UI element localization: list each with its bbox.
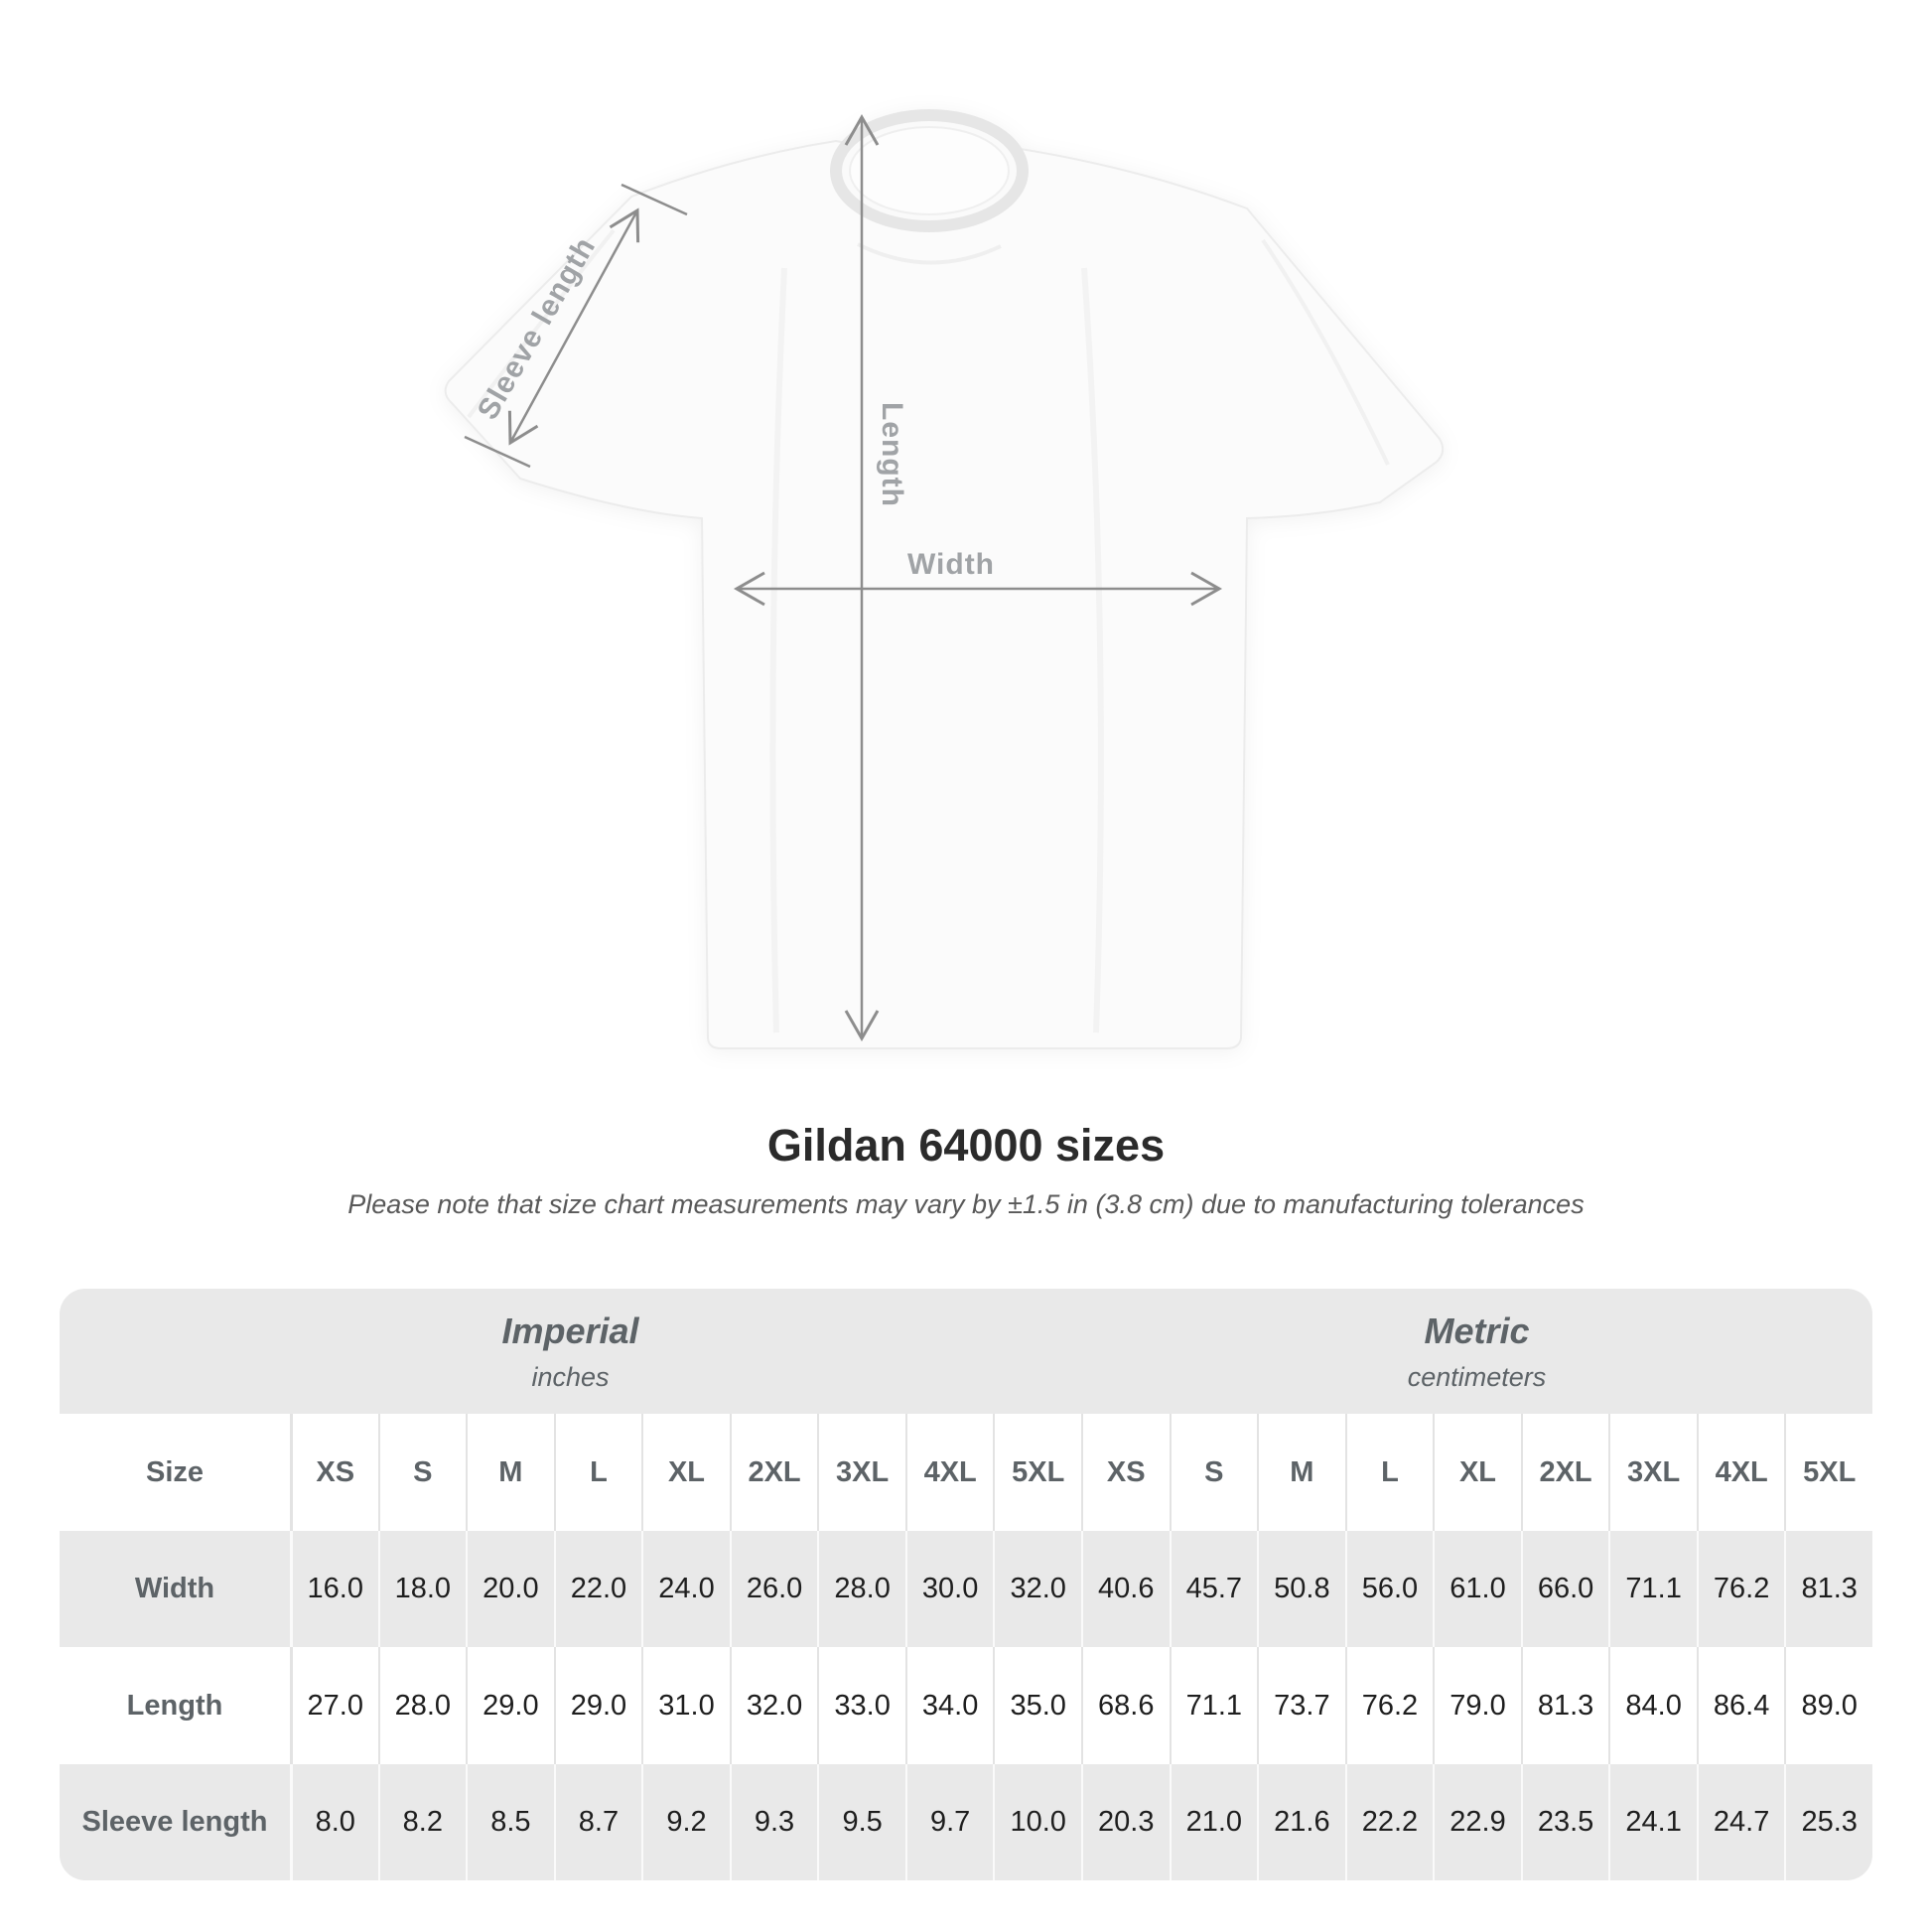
value-cell: 76.2 [1696,1531,1785,1647]
value-cell: 8.5 [466,1764,554,1880]
heading-block: Gildan 64000 sizes Please note that size… [0,1120,1932,1220]
value-cell: 27.0 [290,1647,378,1764]
value-cell: 8.7 [553,1764,642,1880]
sleeve-crease-right [1261,238,1390,466]
table-row-length: Length 27.0 28.0 29.0 29.0 31.0 32.0 33.… [60,1647,1872,1764]
size-header-cell: 3XL [817,1414,905,1531]
value-cell: 66.0 [1520,1531,1609,1647]
size-header-cell: S [377,1414,467,1531]
size-header-cell: 3XL [1608,1414,1697,1531]
value-cell: 45.7 [1169,1531,1258,1647]
value-cell: 33.0 [817,1647,905,1764]
value-cell: 76.2 [1344,1647,1434,1764]
size-header-cell: S [1169,1414,1258,1531]
size-header-cell: L [1344,1414,1434,1531]
size-table: Imperial inches Metric centimeters Size … [60,1289,1872,1880]
value-cell: 28.0 [817,1531,905,1647]
value-cell: 32.0 [993,1531,1081,1647]
fold-shading [1081,267,1104,1034]
value-cell: 9.5 [817,1764,905,1880]
section-imperial: Imperial inches [60,1289,1081,1414]
value-cell: 40.6 [1081,1531,1170,1647]
size-header-cell: 5XL [993,1414,1081,1531]
table-row-sleeve-length: Sleeve length 8.0 8.2 8.5 8.7 9.2 9.3 9.… [60,1764,1872,1880]
value-cell: 20.3 [1081,1764,1170,1880]
size-header-cell: XL [641,1414,730,1531]
value-cell: 81.3 [1520,1647,1609,1764]
value-cell: 56.0 [1344,1531,1434,1647]
value-cell: 24.7 [1696,1764,1785,1880]
value-cell: 8.2 [377,1764,467,1880]
row-label: Sleeve length [81,1806,268,1838]
size-header-cell: XS [1081,1414,1170,1531]
size-header-cell: 4XL [904,1414,994,1531]
table-size-header-row: Size XS S M L XL 2XL 3XL 4XL 5XL XS S M … [60,1414,1872,1531]
size-header-cell: L [553,1414,642,1531]
size-header-cell: XS [290,1414,378,1531]
value-cell: 89.0 [1784,1647,1872,1764]
value-cell: 71.1 [1608,1531,1697,1647]
value-cell: 86.4 [1696,1647,1785,1764]
row-label: Width [134,1573,215,1604]
value-cell: 22.2 [1344,1764,1434,1880]
collar-inner [849,126,1010,215]
value-cell: 8.0 [290,1764,378,1880]
table-section-header-row: Imperial inches Metric centimeters [60,1289,1872,1414]
value-cell: 50.8 [1257,1531,1345,1647]
value-cell: 24.0 [641,1531,730,1647]
value-cell: 79.0 [1433,1647,1521,1764]
tshirt-body [444,139,1445,1049]
value-cell: 68.6 [1081,1647,1170,1764]
size-header-cell: 2XL [729,1414,818,1531]
value-cell: 24.1 [1608,1764,1697,1880]
size-header-cell: XL [1433,1414,1521,1531]
row-label: Length [126,1689,223,1722]
size-header-cell: M [466,1414,554,1531]
value-cell: 9.3 [729,1764,818,1880]
size-header-cell: 2XL [1520,1414,1609,1531]
section-metric-unit: centimeters [1407,1361,1547,1392]
size-header-cell: 4XL [1696,1414,1785,1531]
value-cell: 28.0 [377,1647,467,1764]
value-cell: 22.9 [1433,1764,1521,1880]
value-cell: 25.3 [1784,1764,1872,1880]
value-cell: 81.3 [1784,1531,1872,1647]
value-cell: 9.2 [641,1764,730,1880]
size-row-header: Size [145,1455,205,1488]
value-cell: 20.0 [466,1531,554,1647]
value-cell: 16.0 [290,1531,378,1647]
value-cell: 10.0 [993,1764,1081,1880]
value-cell: 18.0 [377,1531,467,1647]
value-cell: 34.0 [904,1647,994,1764]
value-cell: 26.0 [729,1531,818,1647]
value-cell: 32.0 [729,1647,818,1764]
section-metric: Metric centimeters [1081,1289,1872,1414]
size-header-cell: 5XL [1784,1414,1872,1531]
section-metric-name: Metric [1424,1310,1530,1351]
page-title: Gildan 64000 sizes [766,1120,1166,1171]
page-subtitle: Please note that size chart measurements… [347,1189,1585,1219]
section-imperial-unit: inches [531,1361,610,1392]
section-imperial-name: Imperial [501,1310,639,1351]
value-cell: 61.0 [1433,1531,1521,1647]
value-cell: 29.0 [466,1647,554,1764]
fold-shading [769,267,787,1034]
value-cell: 22.0 [553,1531,642,1647]
value-cell: 21.0 [1169,1764,1258,1880]
value-cell: 9.7 [904,1764,994,1880]
value-cell: 30.0 [904,1531,994,1647]
value-cell: 31.0 [641,1647,730,1764]
table-row-width: Width 16.0 18.0 20.0 22.0 24.0 26.0 28.0… [60,1531,1872,1647]
value-cell: 84.0 [1608,1647,1697,1764]
length-label: Length [876,402,908,507]
value-cell: 29.0 [553,1647,642,1764]
width-label: Width [906,548,996,581]
value-cell: 23.5 [1520,1764,1609,1880]
size-header-cell: M [1257,1414,1345,1531]
value-cell: 21.6 [1257,1764,1345,1880]
value-cell: 35.0 [993,1647,1081,1764]
value-cell: 73.7 [1257,1647,1345,1764]
value-cell: 71.1 [1169,1647,1258,1764]
